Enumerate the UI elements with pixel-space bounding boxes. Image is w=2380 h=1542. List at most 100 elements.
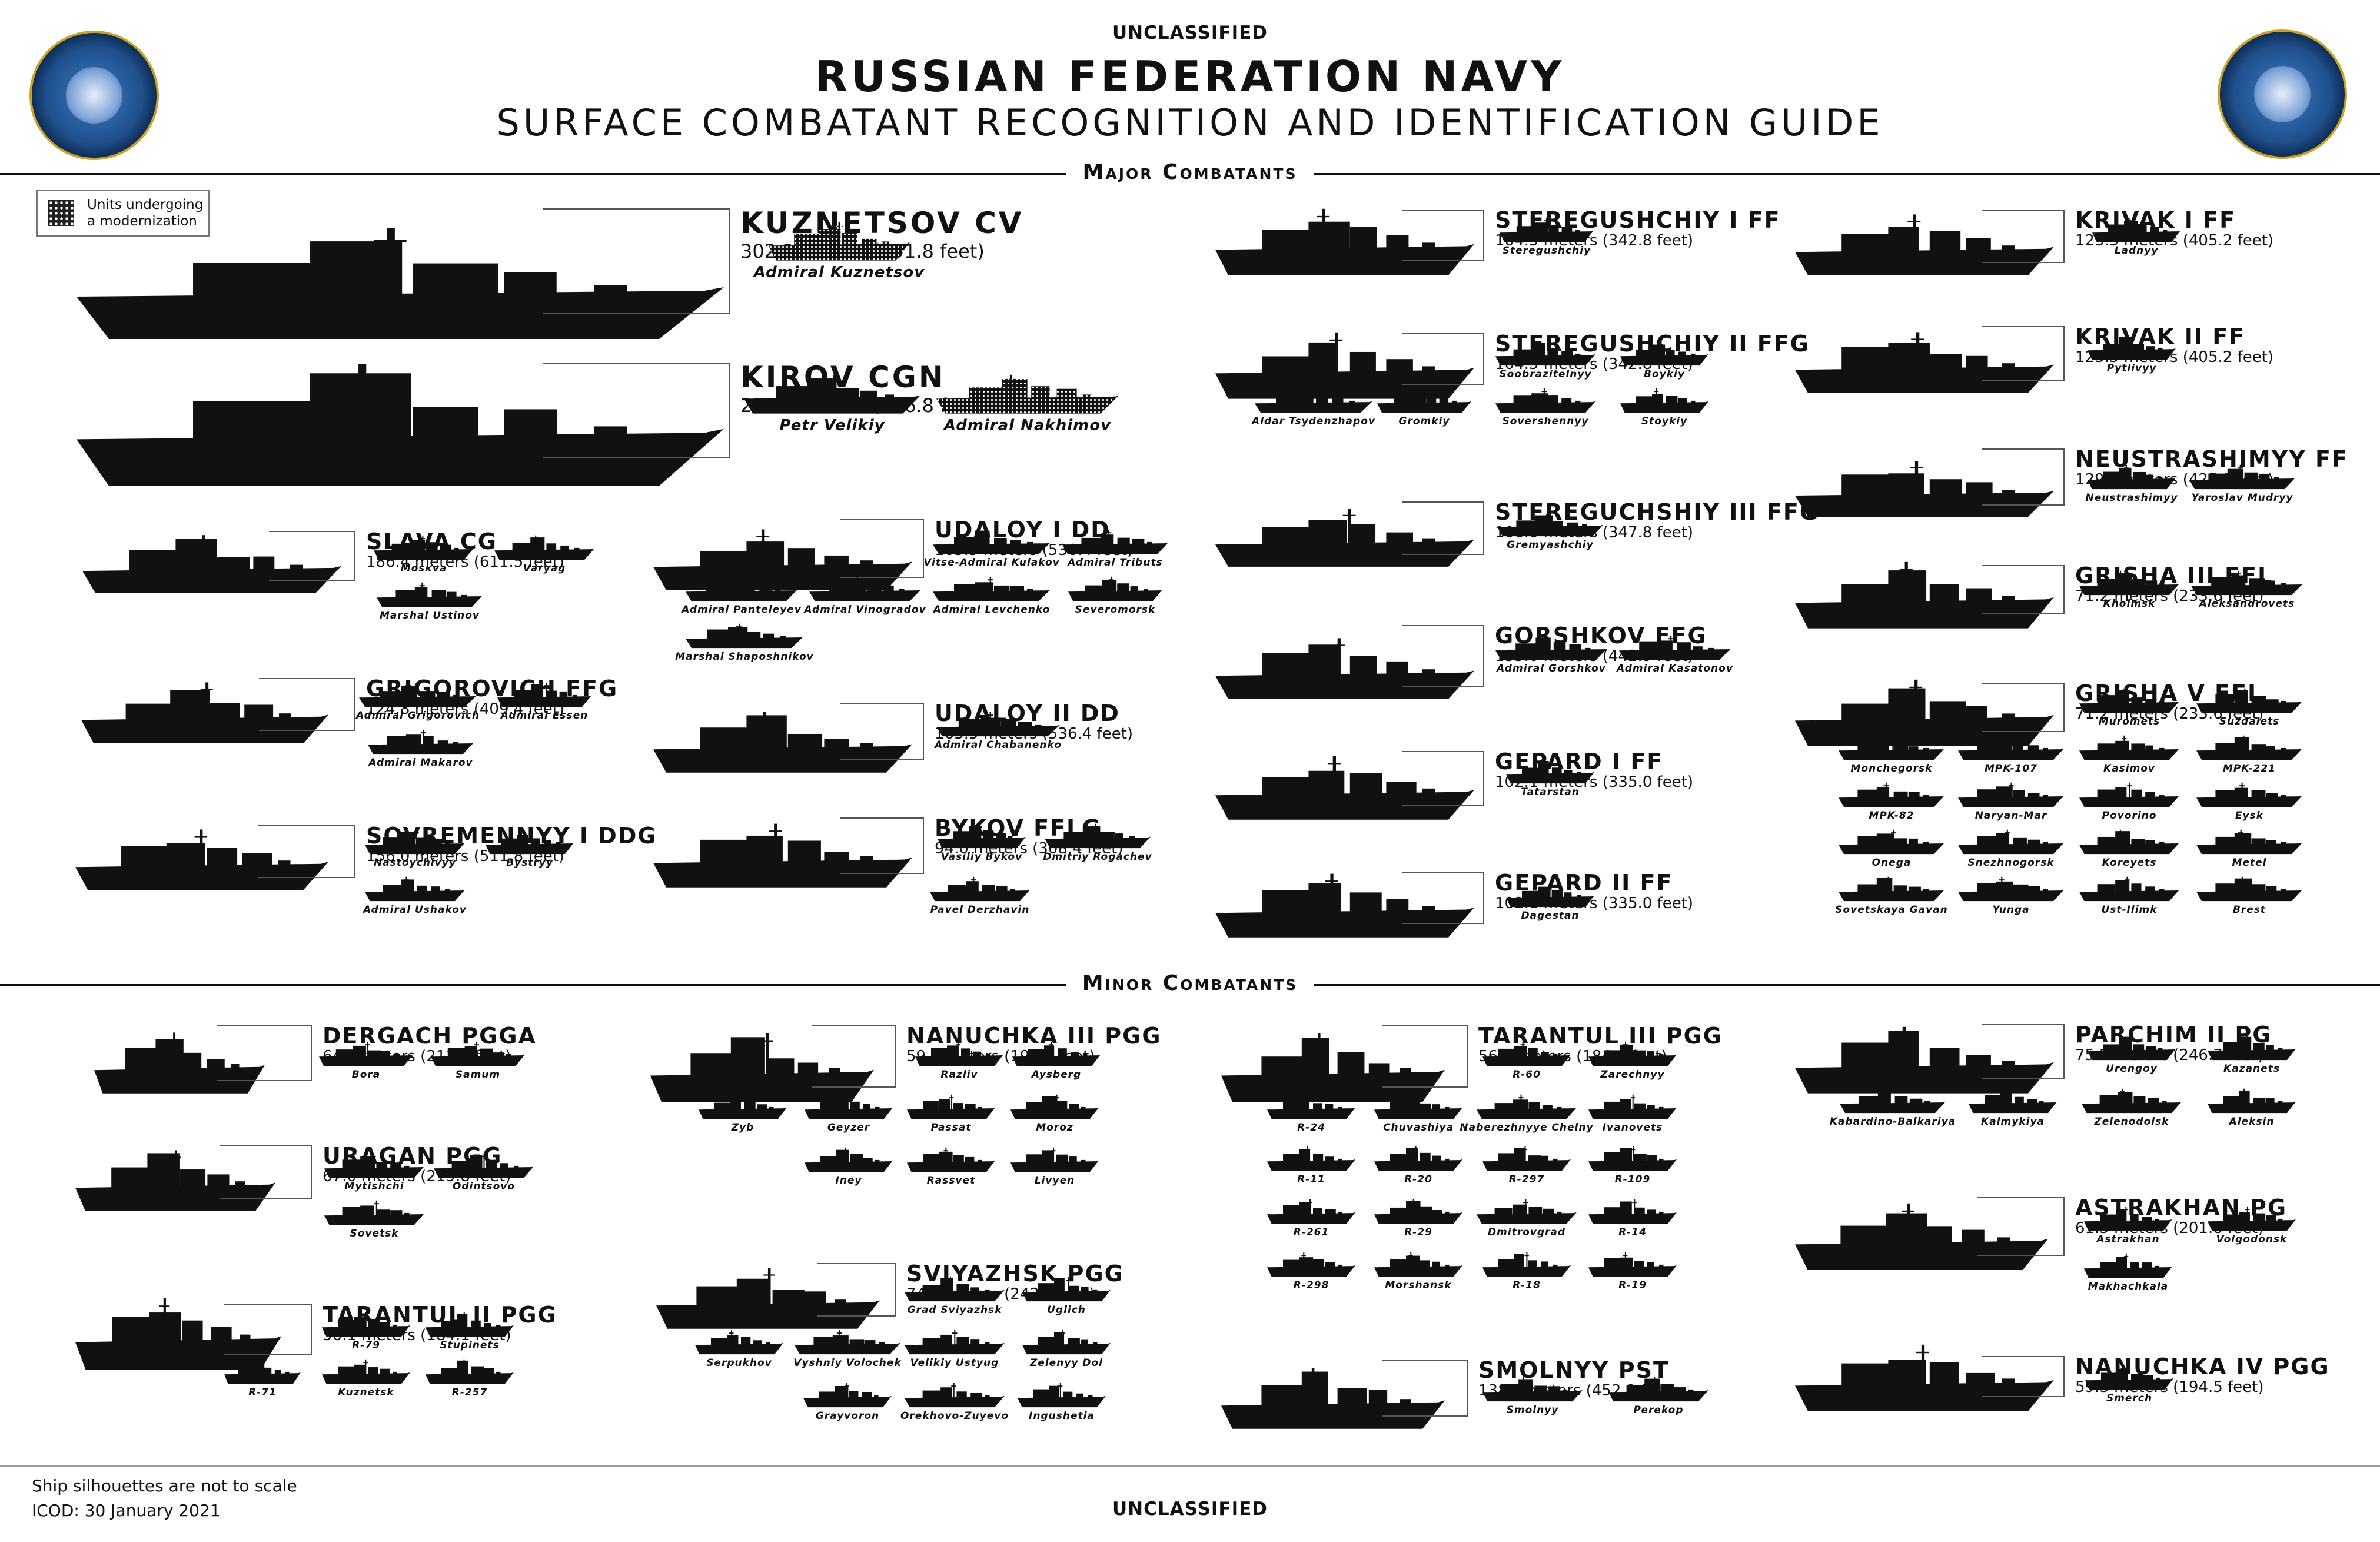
unit-moskva-label: Moskva <box>400 563 447 574</box>
unit-sovetskaya-gavan-label: Sovetskaya Gavan <box>1835 904 1948 916</box>
class-smolnyy-pst-name: SMOLNYY PST <box>1478 1357 1670 1383</box>
unit-admiral-levchenko-label: Admiral Levchenko <box>933 604 1051 616</box>
class-slava-cg-silhouette <box>82 535 341 593</box>
unit-r-298-label: R-298 <box>1293 1280 1329 1291</box>
unit-tatarstan-silhouette <box>1506 759 1594 784</box>
unit-zarechnyy-silhouette <box>1588 1041 1677 1066</box>
class-gepard-i-ff-bracket <box>1401 751 1484 807</box>
unit-velikiy-ustyug-silhouette <box>905 1330 1005 1355</box>
unit-neustrashimyy-label: Neustrashimyy <box>2085 492 2178 504</box>
unit-mytishchi-silhouette <box>324 1153 424 1178</box>
unit-dmitrovgrad-label: Dmitrovgrad <box>1487 1227 1566 1238</box>
unit-admiral-makarov-silhouette <box>368 729 474 755</box>
unit-chuvashiya-silhouette <box>1374 1094 1462 1119</box>
unit-vyshniy-volochek-silhouette <box>795 1330 900 1355</box>
unit-petr-velikiy-silhouette <box>744 374 920 414</box>
class-kuznetsov-cv-silhouette <box>77 228 724 339</box>
unit-urengoy-label: Urengoy <box>2106 1063 2158 1075</box>
unit-grad-sviyazhsk-label: Grad Sviyazhsk <box>907 1304 1002 1316</box>
unit-admiral-levchenko-silhouette <box>933 576 1051 601</box>
unit-ladnyy-label: Ladnyy <box>2114 245 2159 257</box>
unit-vasiliy-bykov-silhouette <box>938 823 1026 849</box>
class-nanuchka-iv-pgg-silhouette <box>1795 1344 2054 1411</box>
unit-kholmsk-silhouette <box>2079 570 2179 596</box>
unit-zyb-label: Zyb <box>731 1122 754 1134</box>
unit-mpk-107-label: MPK-107 <box>1985 763 2037 775</box>
class-nanuchka-iii-pgg-bracket <box>811 1025 896 1088</box>
class-smolnyy-pst-bracket <box>1382 1360 1468 1417</box>
unit-smerch-silhouette <box>2085 1365 2173 1390</box>
unit-kabardino-balkariya-silhouette <box>1840 1088 1946 1114</box>
unit-admiral-kuznetsov-label: Admiral Kuznetsov <box>753 264 925 281</box>
unit-smerch-label: Smerch <box>2106 1393 2153 1404</box>
unit-sovetsk-label: Sovetsk <box>350 1228 399 1239</box>
unit-r-79-silhouette <box>322 1312 410 1337</box>
class-grisha-iii-ffl-bracket <box>1981 565 2065 614</box>
unit-kalmykiya-silhouette <box>1969 1088 2057 1114</box>
unit-eysk-silhouette <box>2196 782 2302 807</box>
unit-marshal-ustinov-label: Marshal Ustinov <box>380 610 480 622</box>
unit-aldar-tsydenzhapov-silhouette <box>1255 388 1372 413</box>
class-stereguchshiy-iii-ffg-silhouette <box>1215 509 1474 567</box>
unit-admiral-gorshkov-silhouette <box>1495 635 1607 660</box>
unit-mytishchi-label: Mytishchi <box>344 1181 404 1192</box>
legend-text: Units undergoing a modernization <box>87 197 203 230</box>
unit-zelenyy-dol-label: Zelenyy Dol <box>1029 1357 1103 1369</box>
class-sovremennyy-i-ddg-bracket <box>257 825 355 878</box>
unit-bystryy-silhouette <box>486 829 574 855</box>
unit-tatarstan-label: Tatarstan <box>1521 786 1580 798</box>
class-krivak-ii-ff-bracket <box>1981 326 2065 381</box>
unit-serpukhov-label: Serpukhov <box>706 1357 772 1369</box>
unit-ivanovets-silhouette <box>1588 1094 1677 1119</box>
unit-kholmsk-label: Kholmsk <box>2103 598 2156 610</box>
unit-kasimov-label: Kasimov <box>2103 763 2156 775</box>
unit-volgodonsk-silhouette <box>2208 1206 2296 1231</box>
office-of-naval-intelligence-seal <box>29 31 159 160</box>
class-krivak-i-ff-bracket <box>1981 210 2065 263</box>
class-gorshkov-ffg-silhouette <box>1215 638 1474 699</box>
unit-sovershennyy-label: Sovershennyy <box>1502 416 1589 427</box>
unit-volgodonsk-label: Volgodonsk <box>2216 1234 2288 1245</box>
class-neustrashimyy-ff-bracket <box>1981 448 2065 506</box>
unit-yaroslav-mudryy-label: Yaroslav Mudryy <box>2191 492 2293 504</box>
unit-geyzer-label: Geyzer <box>827 1122 870 1134</box>
class-stereguchshiy-iii-ffg-bracket <box>1401 501 1484 555</box>
unit-admiral-kuznetsov-silhouette <box>769 221 910 261</box>
class-kuznetsov-cv-bracket <box>543 208 730 314</box>
unit-r-71-label: R-71 <box>248 1387 277 1398</box>
unit-r-71-silhouette <box>224 1359 301 1384</box>
unit-r-19-silhouette <box>1588 1252 1677 1277</box>
unit-aleksandrovets-silhouette <box>2191 570 2303 596</box>
unit-muromets-label: Muromets <box>2098 716 2160 727</box>
unit-admiral-chabanenko-label: Admiral Chabanenko <box>935 739 1062 751</box>
unit-povorino-silhouette <box>2079 782 2179 807</box>
class-gepard-i-ff-silhouette <box>1215 756 1474 820</box>
class-slava-cg-bracket <box>268 531 355 581</box>
class-gepard-ii-ff-silhouette <box>1215 873 1474 938</box>
unit-steregushchiy-label: Steregushchiy <box>1502 245 1591 257</box>
unit-aleksandrovets-label: Aleksandrovets <box>2199 598 2295 610</box>
class-sviyazhsk-pgg-silhouette <box>656 1268 880 1329</box>
unit-admiral-tributs-label: Admiral Tributs <box>1068 557 1163 569</box>
class-tarantul-iii-pgg-silhouette <box>1221 1033 1445 1102</box>
class-parchim-ii-pg-silhouette <box>1795 1026 2054 1094</box>
unit-uglich-label: Uglich <box>1047 1304 1086 1316</box>
unit-bora-silhouette <box>319 1041 413 1066</box>
unit-rassvet-label: Rassvet <box>926 1175 976 1187</box>
unit-samum-label: Samum <box>455 1069 501 1081</box>
unit-vasiliy-bykov-label: Vasiliy Bykov <box>940 851 1023 863</box>
unit-stupinets-label: Stupinets <box>440 1340 500 1351</box>
unit-suzdalets-label: Suzdalets <box>2219 716 2280 727</box>
unit-geyzer-silhouette <box>805 1094 893 1119</box>
unit-admiral-essen-label: Admiral Essen <box>500 710 589 722</box>
class-steregushchiy-ii-ffg-silhouette <box>1215 332 1474 399</box>
unit-razliv-silhouette <box>915 1041 1003 1066</box>
unit-snezhnogorsk-silhouette <box>1958 829 2064 855</box>
major-section-label: Major Combatants <box>0 160 2380 184</box>
unit-orekhovo-zuyevo-label: Orekhovo-Zuyevo <box>900 1410 1009 1422</box>
unit-kasimov-silhouette <box>2079 735 2179 760</box>
unit-snezhnogorsk-label: Snezhnogorsk <box>1967 857 2055 869</box>
class-tarantul-ii-pgg-bracket <box>224 1304 312 1355</box>
unit-passat-silhouette <box>907 1094 995 1119</box>
unit-severomorsk-label: Severomorsk <box>1075 604 1156 616</box>
